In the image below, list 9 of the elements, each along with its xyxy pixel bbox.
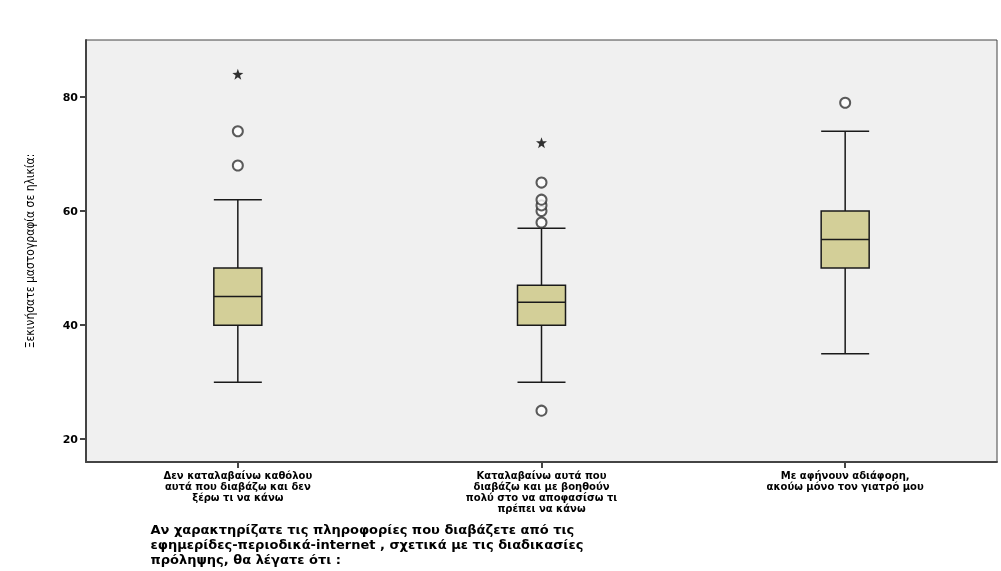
x-axis-title: Αν χαρακτηρίζατε τις πληροφορίες που διαβάζετε από τις εφημερίδες-περιοδικά-internet , σχετικά με τις διαδικασίες πρόληψης, θα λέγατε ότι : bbox=[150, 522, 588, 567]
y-tick-label: 60 bbox=[62, 204, 79, 218]
y-axis-title: Ξεκινήσατε μαστογραφία σε ηλικία: bbox=[23, 153, 37, 349]
x-tick-label: Καταλαβαίνω αυτά που διαβάζω και με βοηθούν πολύ στο να αποφασίσω τι πρέπει να κάνω bbox=[465, 470, 618, 514]
x-tick-label: Με αφήνουν αδιάφορη, ακούω μόνο τον γιατρό μου bbox=[766, 470, 924, 492]
y-tick-label: 80 bbox=[62, 90, 79, 104]
y-tick-label: 20 bbox=[62, 432, 79, 446]
x-tick-label: Δεν καταλαβαίνω καθόλου αυτά που διαβάζω και δεν ξέρω τι να κάνω bbox=[163, 470, 313, 503]
y-tick-label: 40 bbox=[62, 318, 79, 332]
